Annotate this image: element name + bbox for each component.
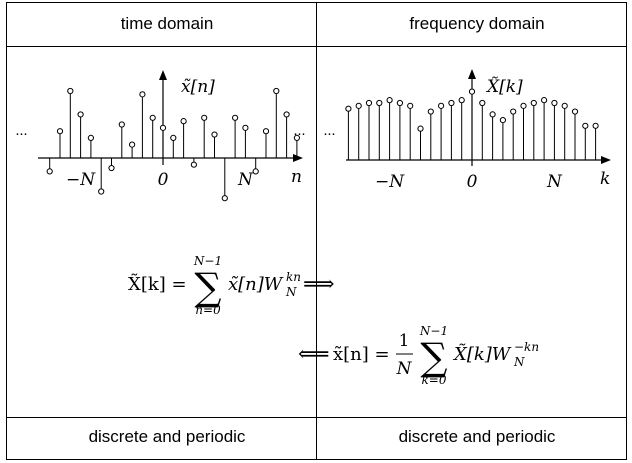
header-frequency-domain: frequency domain <box>409 14 544 33</box>
time-sample-marker <box>262 128 270 135</box>
freq-ellipsis-left: ··· <box>323 125 335 142</box>
time-sample-marker <box>46 168 53 175</box>
freq-samples <box>345 88 599 160</box>
time-tick-labels: −N 0 N <box>66 170 254 190</box>
time-sample-marker <box>149 114 156 121</box>
freq-sample-marker <box>458 97 465 104</box>
freq-sample-marker <box>365 99 373 107</box>
time-sample-marker <box>108 164 115 172</box>
freq-sample-marker <box>592 122 599 129</box>
time-tick-label: 0 <box>158 170 169 190</box>
freq-sample-marker <box>530 99 537 107</box>
dft-formula: X̃[k] = N−1 ∑ n=0 x̃[n]W kn N ⟹ <box>128 254 335 317</box>
dft-sum-lower: n=0 <box>195 303 221 317</box>
time-sample-marker <box>283 111 290 118</box>
freq-sample-marker <box>510 108 517 115</box>
time-sample-marker <box>98 188 105 195</box>
time-sample-marker <box>118 121 125 128</box>
time-sample-marker <box>170 134 177 141</box>
time-sample-marker <box>273 87 280 95</box>
footer-frequency-periodic: discrete and periodic <box>399 427 556 446</box>
time-signal-label: x̃[n] <box>181 77 215 97</box>
idft-lhs: x̃[n] = <box>333 344 390 365</box>
freq-sample-marker <box>417 125 424 132</box>
idft-frac-num: 1 <box>399 331 410 351</box>
time-axis-variable: n <box>291 167 302 187</box>
time-tick-label: N <box>237 170 254 190</box>
freq-sample-marker <box>541 97 548 104</box>
idft-frac-den: N <box>396 359 413 379</box>
freq-sample-marker <box>520 102 527 109</box>
time-tick-label: −N <box>66 170 96 190</box>
header-time-domain: time domain <box>121 14 214 33</box>
freq-sample-marker <box>407 102 414 109</box>
time-sample-marker <box>180 118 187 125</box>
freq-sample-marker <box>489 111 496 118</box>
time-amplitude-axis-arrowhead <box>159 70 167 80</box>
dft-lhs: X̃[k] = <box>128 273 187 295</box>
freq-sample-marker <box>386 97 393 104</box>
freq-axis-variable: k <box>600 169 610 189</box>
freq-sample-marker <box>448 99 455 107</box>
time-sample-marker <box>211 131 218 138</box>
freq-amplitude-axis-arrowhead <box>468 69 476 79</box>
footer-time-periodic: discrete and periodic <box>89 427 246 446</box>
freq-sample-marker <box>571 108 579 115</box>
time-sample-marker <box>293 134 300 141</box>
freq-sample-marker <box>396 99 403 107</box>
freq-sample-marker <box>479 99 486 107</box>
dft-subscript: N <box>285 285 297 299</box>
idft-exponent: −kn <box>514 340 539 354</box>
freq-sample-marker <box>345 105 352 112</box>
freq-sample-marker <box>582 122 589 129</box>
time-sample-marker <box>56 128 64 135</box>
freq-sample-marker <box>551 99 558 107</box>
dft-sum-upper: N−1 <box>193 254 222 268</box>
freq-sample-marker <box>499 117 506 124</box>
freq-sample-marker <box>468 88 476 95</box>
time-sample-marker <box>242 124 249 131</box>
time-sample-marker <box>77 111 84 118</box>
freq-tick-label: N <box>546 172 563 192</box>
time-sample-marker <box>67 87 74 95</box>
freq-tick-label: −N <box>375 172 405 192</box>
dft-body: x̃[n]W <box>228 274 284 295</box>
time-sample-marker <box>252 168 259 175</box>
idft-backward-arrow: ⟸ <box>298 342 330 367</box>
time-ellipsis-right: ··· <box>293 125 305 142</box>
freq-sample-marker <box>561 102 568 109</box>
dft-sum-symbol: ∑ <box>194 265 221 309</box>
time-sample-marker <box>139 91 146 98</box>
time-sample-marker <box>159 124 167 131</box>
time-plot: −N 0 N x̃[n] n ··· ··· <box>15 70 306 202</box>
freq-sample-marker <box>427 108 434 115</box>
freq-sample-marker <box>438 102 445 109</box>
time-ellipsis-left: ··· <box>15 125 27 142</box>
time-samples <box>46 87 300 202</box>
time-sample-marker <box>87 134 95 141</box>
time-sample-marker <box>129 141 136 148</box>
freq-tick-labels: −N 0 N <box>375 172 563 192</box>
freq-plot: −N 0 N X̃[k] k ··· <box>323 69 611 192</box>
time-sample-marker <box>232 114 239 121</box>
idft-body: X̃[k]W <box>452 343 512 365</box>
freq-tick-label: 0 <box>467 172 478 192</box>
idft-subscript: N <box>513 355 525 369</box>
freq-k-axis-arrowhead <box>601 156 611 164</box>
time-sample-marker <box>190 161 197 168</box>
freq-sample-marker <box>376 99 383 107</box>
idft-sum-symbol: ∑ <box>420 335 447 379</box>
idft-formula: ⟸ x̃[n] = 1 N N−1 ∑ k=0 X̃[k]W −kn N <box>298 324 539 387</box>
time-sample-marker <box>221 195 228 202</box>
time-n-axis-arrowhead <box>293 154 303 162</box>
idft-sum-lower: k=0 <box>422 373 447 387</box>
freq-signal-label: X̃[k] <box>485 77 523 97</box>
dft-exponent: kn <box>286 270 301 284</box>
time-sample-marker <box>201 114 208 121</box>
freq-sample-marker <box>355 102 362 109</box>
idft-sum-upper: N−1 <box>419 324 448 338</box>
dft-forward-arrow: ⟹ <box>303 272 335 297</box>
